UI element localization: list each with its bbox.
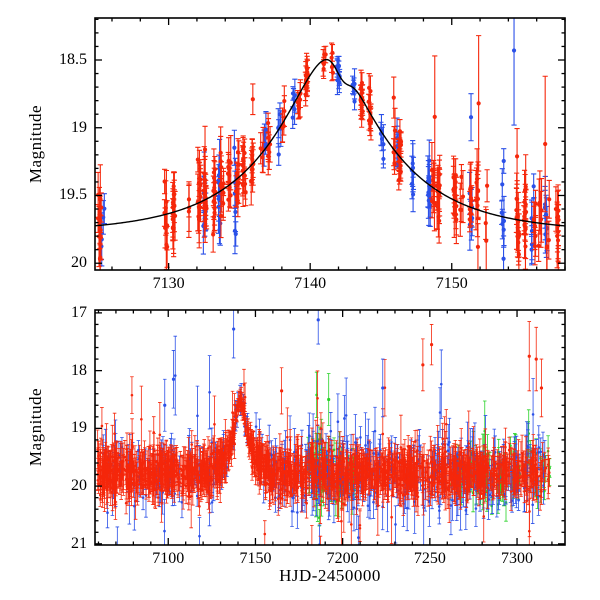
light-curve-canvas — [0, 0, 600, 600]
microlensing-light-curve-figure: Magnitude Magnitude HJD-2450000 7130 7140… — [0, 0, 600, 600]
